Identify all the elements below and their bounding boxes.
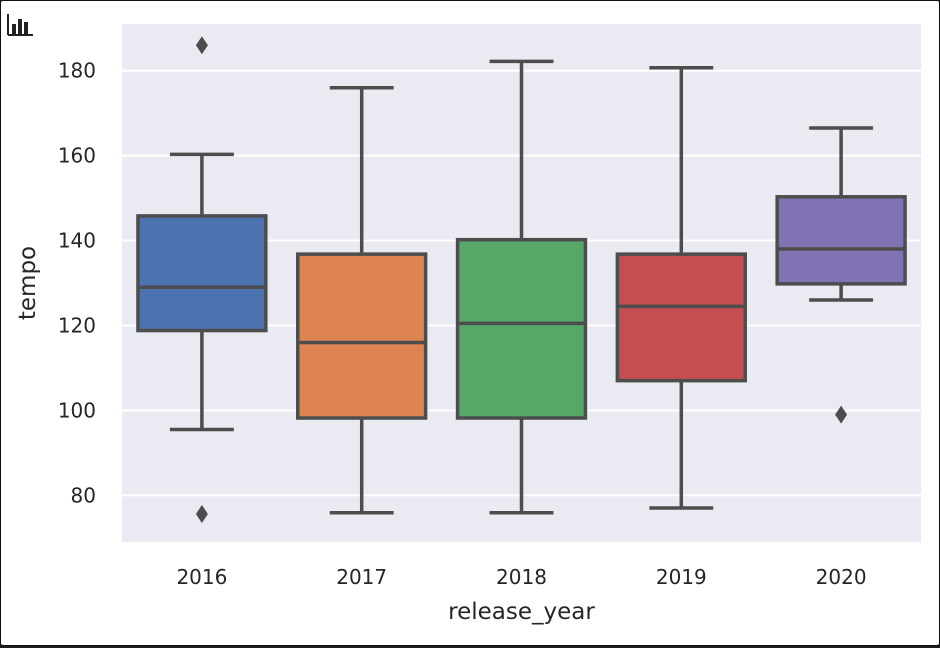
box-2017 [296,85,428,515]
box-iqr [615,252,747,383]
y-axis-label: tempo [15,246,41,320]
y-tick-label: 140 [58,229,96,253]
boxes [136,36,907,523]
box-iqr [775,195,907,286]
y-tick-labels: 80 100 120 140 160 180 [58,59,96,508]
box-iqr [136,214,268,333]
x-tick-label: 2016 [176,565,227,589]
box-2019 [615,65,747,510]
y-tick-label: 160 [58,144,96,168]
x-tick-label: 2020 [816,565,867,589]
y-tick-label: 80 [71,483,96,507]
box-iqr [296,252,428,420]
x-tick-label: 2017 [336,565,387,589]
box-iqr [455,237,588,420]
outlier-point [195,36,208,55]
y-tick-label: 100 [58,398,96,422]
box-2018 [455,59,588,515]
y-tick-label: 120 [58,313,96,337]
box-2016 [136,36,268,523]
x-tick-labels: 2016 2017 2018 2019 2020 [176,565,866,589]
box-2020 [775,126,907,424]
outlier-point [195,504,208,523]
outlier-point [835,405,848,424]
x-axis-label: release_year [448,599,595,625]
x-tick-label: 2019 [656,565,707,589]
y-tick-label: 180 [58,59,96,83]
bar-chart-icon[interactable] [5,11,35,39]
x-tick-label: 2018 [496,565,547,589]
